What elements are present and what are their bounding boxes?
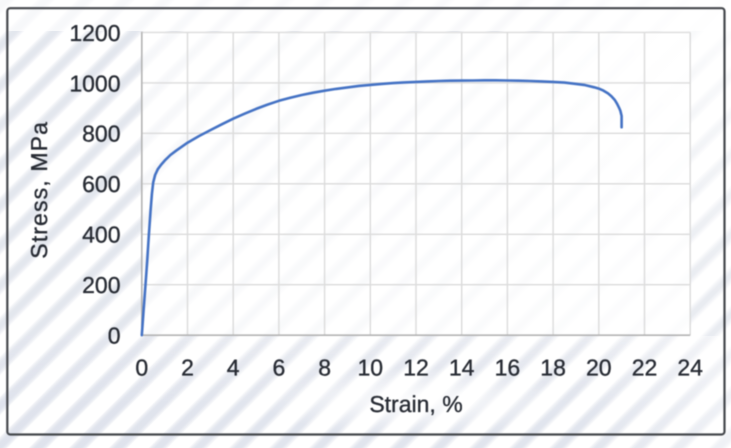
svg-text:4: 4: [227, 355, 240, 381]
svg-text:14: 14: [449, 355, 475, 381]
svg-text:200: 200: [82, 272, 120, 298]
svg-text:1000: 1000: [69, 70, 120, 96]
svg-text:1200: 1200: [69, 20, 120, 46]
svg-text:Stress, MPa: Stress, MPa: [26, 121, 52, 259]
svg-text:18: 18: [540, 355, 566, 381]
svg-text:6: 6: [273, 355, 286, 381]
svg-text:12: 12: [403, 355, 429, 381]
svg-text:400: 400: [82, 222, 120, 248]
svg-text:600: 600: [82, 171, 120, 197]
svg-text:0: 0: [135, 355, 148, 381]
svg-text:24: 24: [677, 355, 703, 381]
svg-text:Strain, %: Strain, %: [369, 391, 462, 417]
svg-text:2: 2: [181, 355, 194, 381]
svg-text:20: 20: [586, 355, 612, 381]
svg-text:22: 22: [632, 355, 658, 381]
svg-text:10: 10: [358, 355, 384, 381]
svg-text:800: 800: [82, 121, 120, 147]
svg-text:8: 8: [318, 355, 331, 381]
svg-text:16: 16: [495, 355, 521, 381]
svg-text:0: 0: [108, 323, 121, 349]
